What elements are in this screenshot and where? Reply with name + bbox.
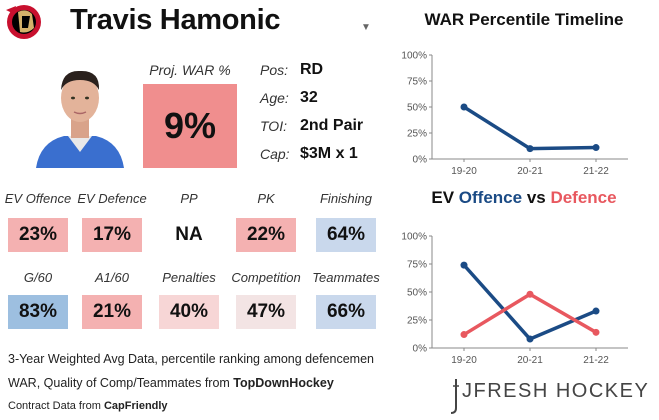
chevron-down-icon[interactable]: ▼ — [361, 22, 371, 33]
chart2-ytick-label: 50% — [407, 288, 427, 299]
penalties-value: 40% — [159, 295, 219, 329]
chart2-data-point — [460, 331, 468, 339]
chart2-data-point — [526, 335, 534, 343]
chart2-data-point — [460, 261, 468, 269]
chart1-ytick-label: 0% — [413, 155, 428, 166]
teammates-value: 66% — [316, 295, 376, 329]
cap-value: $3M x 1 — [300, 145, 358, 162]
footer-note-contract: Contract Data from CapFriendly — [8, 400, 168, 412]
chart2-series-line-offence — [462, 263, 597, 341]
age-value: 32 — [300, 89, 318, 106]
chart2-ytick-label: 25% — [407, 316, 427, 327]
toi-value: 2nd Pair — [300, 117, 364, 134]
hockey-stick-icon — [450, 379, 459, 414]
g60-label: G/60 — [23, 270, 53, 285]
chart2-data-point — [592, 307, 600, 315]
ev-offence-label: EV Offence — [4, 191, 72, 206]
chart1-data-point — [526, 145, 534, 153]
pp-value: NA — [159, 218, 219, 252]
senators-logo — [6, 5, 41, 39]
chart2-data-point — [592, 328, 600, 336]
chart2-xtick-label: 21-22 — [583, 355, 609, 366]
chart1-ytick-label: 100% — [401, 51, 427, 62]
pos-label: Pos: — [260, 62, 289, 78]
pos-value: RD — [300, 61, 324, 78]
chart1-xtick-label: 20-21 — [517, 166, 543, 177]
footer-note-war: WAR, Quality of Comp/Teammates from TopD… — [8, 376, 334, 390]
chart2-ytick-label: 0% — [413, 344, 428, 355]
cap-label: Cap: — [260, 146, 290, 162]
chart1-ytick-label: 75% — [407, 77, 427, 88]
finishing-value: 64% — [316, 218, 376, 252]
source-topdownhockey: TopDownHockey — [233, 376, 334, 390]
chart1-data-point — [592, 144, 600, 152]
chart1-xtick-label: 19-20 — [451, 166, 477, 177]
a160-value: 21% — [82, 295, 142, 329]
chart1-data-point — [460, 103, 468, 111]
proj-war-value: 9% — [143, 84, 237, 168]
chart1-ytick-label: 50% — [407, 103, 427, 114]
chart2-xtick-label: 19-20 — [451, 355, 477, 366]
toi-label: TOI: — [260, 118, 287, 134]
ev-offence-value: 23% — [8, 218, 68, 252]
chart2-title: EV Offence vs Defence — [431, 188, 617, 207]
ev-defence-value: 17% — [82, 218, 142, 252]
ev-defence-label: EV Defence — [77, 191, 147, 206]
source-capfriendly: CapFriendly — [103, 400, 168, 412]
chart2-series-line-defence — [463, 292, 597, 337]
chart1-title: WAR Percentile Timeline — [424, 10, 624, 29]
competition-label: Competition — [231, 270, 301, 285]
player-name: Travis Hamonic — [70, 4, 281, 36]
brand-wordmark: JFRESH HOCKEY — [462, 380, 650, 402]
penalties-label: Penalties — [162, 270, 216, 285]
teammates-label: Teammates — [312, 270, 380, 285]
pp-label: PP — [180, 191, 198, 206]
proj-war-label: Proj. WAR % — [149, 62, 231, 78]
pk-value: 22% — [236, 218, 296, 252]
footer-note-data: 3-Year Weighted Avg Data, percentile ran… — [8, 352, 374, 366]
chart2-ytick-label: 75% — [407, 260, 427, 271]
age-label: Age: — [260, 90, 289, 106]
g60-value: 83% — [8, 295, 68, 329]
finishing-label: Finishing — [319, 191, 373, 206]
chart2-xtick-label: 20-21 — [517, 355, 543, 366]
chart1-xtick-label: 21-22 — [583, 166, 609, 177]
chart2-ytick-label: 100% — [401, 232, 427, 243]
chart1-ytick-label: 25% — [407, 129, 427, 140]
a160-label: A1/60 — [95, 270, 129, 285]
pk-label: PK — [257, 191, 275, 206]
chart2-data-point — [526, 290, 534, 298]
competition-value: 47% — [236, 295, 296, 329]
player-headshot — [34, 60, 126, 168]
chart1-series-line-0 — [463, 105, 597, 151]
